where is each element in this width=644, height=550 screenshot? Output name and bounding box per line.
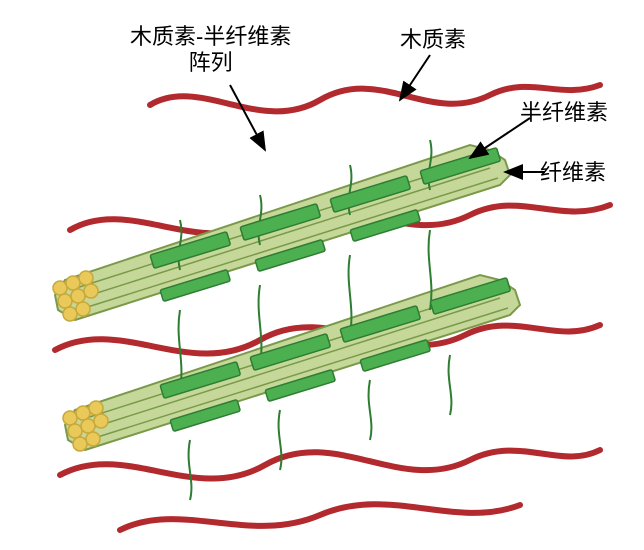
label-cellulose: 纤维素: [540, 155, 606, 187]
lignin-strands: [55, 85, 610, 530]
diagram-svg: [0, 0, 644, 550]
label-text: 半纤维素: [520, 100, 608, 125]
label-text: 木质素-半纤维素 阵列: [130, 24, 291, 75]
label-hemicellulose: 半纤维素: [520, 95, 608, 127]
label-text: 纤维素: [540, 160, 606, 185]
label-lignin: 木质素: [400, 22, 466, 54]
label-text: 木质素: [400, 27, 466, 52]
label-lignin-hemicellulose: 木质素-半纤维素 阵列: [130, 24, 291, 77]
diagram-root: 木质素-半纤维素 阵列 木质素 半纤维素 纤维素: [0, 0, 644, 550]
